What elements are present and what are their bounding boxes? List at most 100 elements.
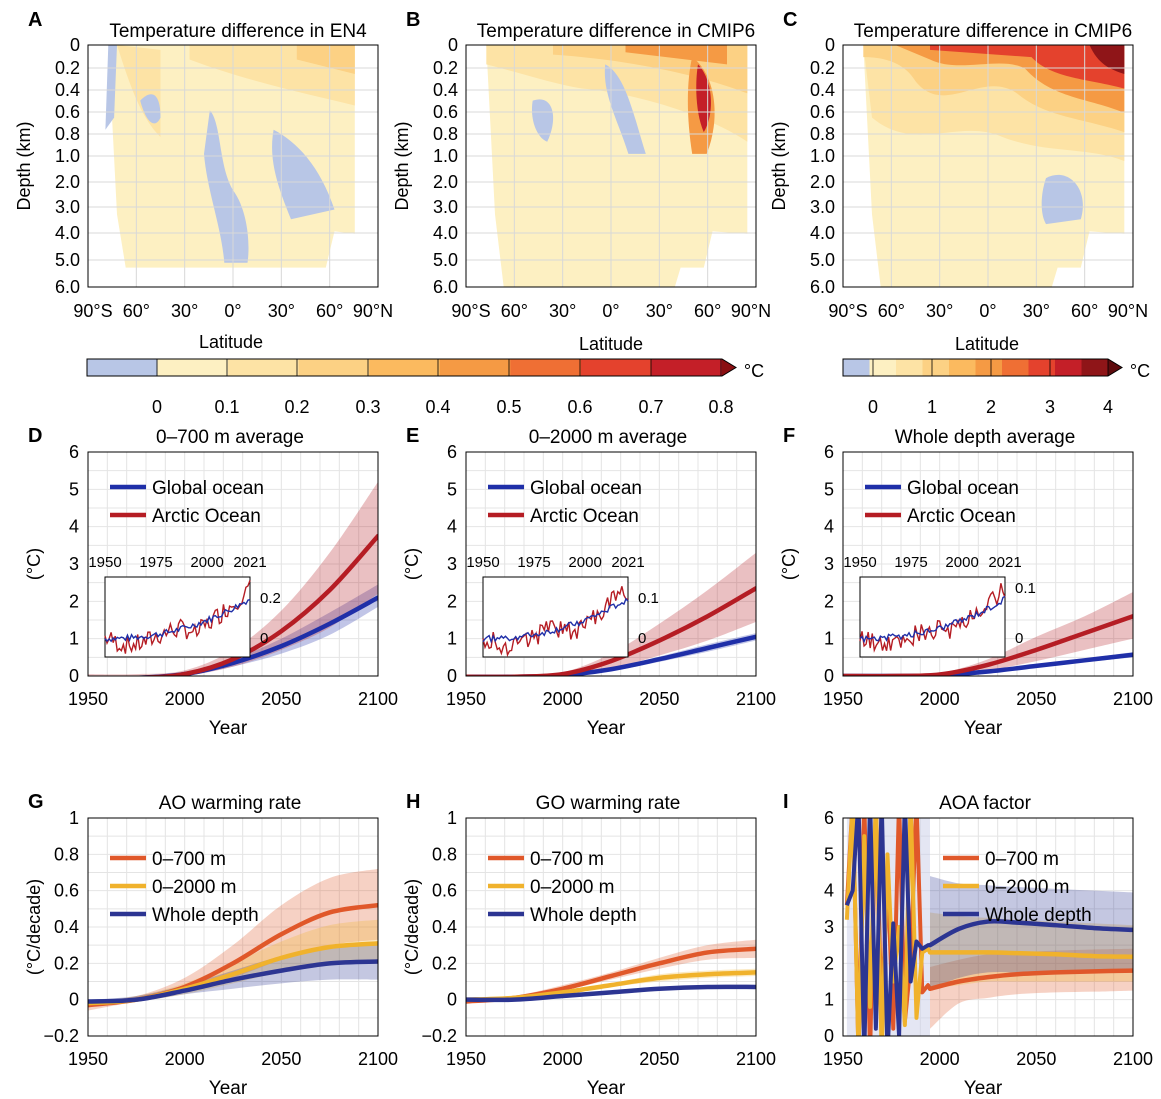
x-tick-label: 2050	[639, 689, 679, 709]
panel-title: 0–2000 m average	[529, 427, 687, 448]
latitude-tick-label: 90°N	[731, 301, 771, 321]
colorbar-tick-label: 0.3	[355, 397, 380, 417]
series-line	[88, 959, 378, 1004]
series-line	[927, 968, 1133, 992]
x-tick-label: 1950	[68, 1049, 108, 1069]
depth-tick-label: 1.0	[810, 146, 835, 166]
colorbar-segment	[1002, 359, 1029, 376]
depth-tick-label: 0	[70, 35, 80, 55]
depth-tick-label: 0.4	[433, 80, 458, 100]
uncertainty-band	[930, 948, 1133, 1029]
inset-x-tick-label: 1975	[517, 554, 550, 571]
depth-tick-label: 6.0	[810, 277, 835, 297]
y-tick-label: 1	[824, 629, 834, 649]
legend-label: Arctic Ocean	[152, 506, 261, 527]
contour-fill-cold	[531, 99, 554, 142]
legend-label: 0–700 m	[530, 849, 604, 870]
colorbar-arrow	[1108, 359, 1122, 376]
y-tick-label: 0	[447, 666, 457, 686]
colorbar-segment	[949, 359, 976, 376]
x-tick-label: 2000	[165, 1049, 205, 1069]
x-axis-label: Latitude	[579, 334, 643, 354]
colorbar-unit: °C	[744, 361, 764, 381]
y-tick-label: 0.2	[432, 953, 457, 973]
depth-tick-label: 0.2	[55, 58, 80, 78]
panel-title: 0–700 m average	[156, 427, 304, 448]
depth-tick-label: 4.0	[433, 223, 458, 243]
depth-tick-label: 5.0	[55, 250, 80, 270]
x-tick-label: 2000	[543, 689, 583, 709]
colorbar-tick-label: 0.6	[567, 397, 592, 417]
depth-tick-label: 6.0	[433, 277, 458, 297]
depth-tick-label: 6.0	[55, 277, 80, 297]
x-axis-label: Year	[964, 1078, 1003, 1099]
series-line	[466, 634, 756, 676]
colorbar-tick-label: 0.5	[496, 397, 521, 417]
plot-layer	[466, 552, 756, 676]
legend-label: Arctic Ocean	[530, 506, 639, 527]
plot-frame	[842, 44, 1134, 288]
inset-y-tick-label: 0.1	[638, 590, 659, 607]
inset-x-tick-label: 1950	[88, 554, 121, 571]
contour-fill-cold	[272, 129, 335, 220]
colorbar-frame	[86, 358, 737, 377]
depth-tick-label: 0.8	[810, 124, 835, 144]
latitude-tick-label: 60°	[123, 301, 150, 321]
legend-label: Global ocean	[907, 478, 1019, 499]
legend-label: 0–2000 m	[985, 877, 1070, 898]
depth-tick-label: 0.8	[433, 124, 458, 144]
y-axis-label: Depth (km)	[14, 121, 34, 210]
latitude-tick-label: 0°	[602, 301, 619, 321]
x-tick-label: 2000	[920, 1049, 960, 1069]
y-tick-label: 0	[69, 990, 79, 1010]
plot-layer	[843, 592, 1133, 676]
x-axis-label: Year	[209, 1078, 248, 1099]
latitude-tick-label: 30°	[171, 301, 198, 321]
panel-letter: B	[406, 9, 420, 31]
panel-title: Temperature difference in CMIP6	[854, 21, 1132, 42]
inset-global-line	[482, 597, 629, 644]
plot-frame	[87, 451, 379, 677]
plot-layer	[466, 939, 756, 1004]
legend-label: 0–700 m	[985, 849, 1059, 870]
colorbar-tick-label: 2	[986, 397, 996, 417]
latitude-tick-label: 60°	[501, 301, 528, 321]
depth-tick-label: 5.0	[810, 250, 835, 270]
y-axis-label: (°C)	[24, 548, 44, 580]
panel-title: Whole depth average	[895, 427, 1076, 448]
x-axis-label: Latitude	[955, 334, 1019, 354]
colorbar-tick-label: 0.8	[708, 397, 733, 417]
contour-fill-warm	[296, 45, 355, 75]
depth-tick-label: 1.0	[55, 146, 80, 166]
inset-x-tick-label: 2021	[233, 554, 266, 571]
y-tick-label: 0	[824, 666, 834, 686]
colorbar-right: 0 1 2 3 4 °C	[842, 358, 1150, 417]
plot-frame	[465, 44, 757, 288]
inset-x-tick-label: 1975	[894, 554, 927, 571]
colorbar-segment	[1055, 359, 1082, 376]
y-tick-label: 1	[824, 990, 834, 1010]
inset-x-tick-label: 2021	[611, 554, 644, 571]
plot-frame	[465, 817, 757, 1037]
depth-tick-label: 0.2	[810, 58, 835, 78]
y-tick-label: 1	[69, 808, 79, 828]
contour-fill-hot	[1089, 45, 1125, 75]
depth-tick-label: 0.6	[433, 102, 458, 122]
x-tick-label: 2100	[358, 1049, 398, 1069]
x-tick-label: 2050	[1016, 689, 1056, 709]
plot-frame	[87, 44, 379, 288]
contour-fill-warm	[625, 45, 727, 65]
x-tick-label: 2100	[1113, 1049, 1153, 1069]
plot-frame	[842, 817, 1134, 1037]
contour-fill-cold	[140, 94, 161, 124]
y-tick-label: 1	[447, 808, 457, 828]
uncertainty-band	[88, 868, 378, 1011]
colorbar-segment	[510, 359, 582, 376]
latitude-tick-label: 30°	[268, 301, 295, 321]
contour-fill-cold	[604, 64, 646, 154]
colorbar-tick-label: 4	[1103, 397, 1113, 417]
panel-letter: F	[783, 425, 795, 447]
inset-x-tick-label: 2021	[988, 554, 1021, 571]
x-tick-label: 2000	[920, 689, 960, 709]
depth-tick-label: 0.2	[433, 58, 458, 78]
